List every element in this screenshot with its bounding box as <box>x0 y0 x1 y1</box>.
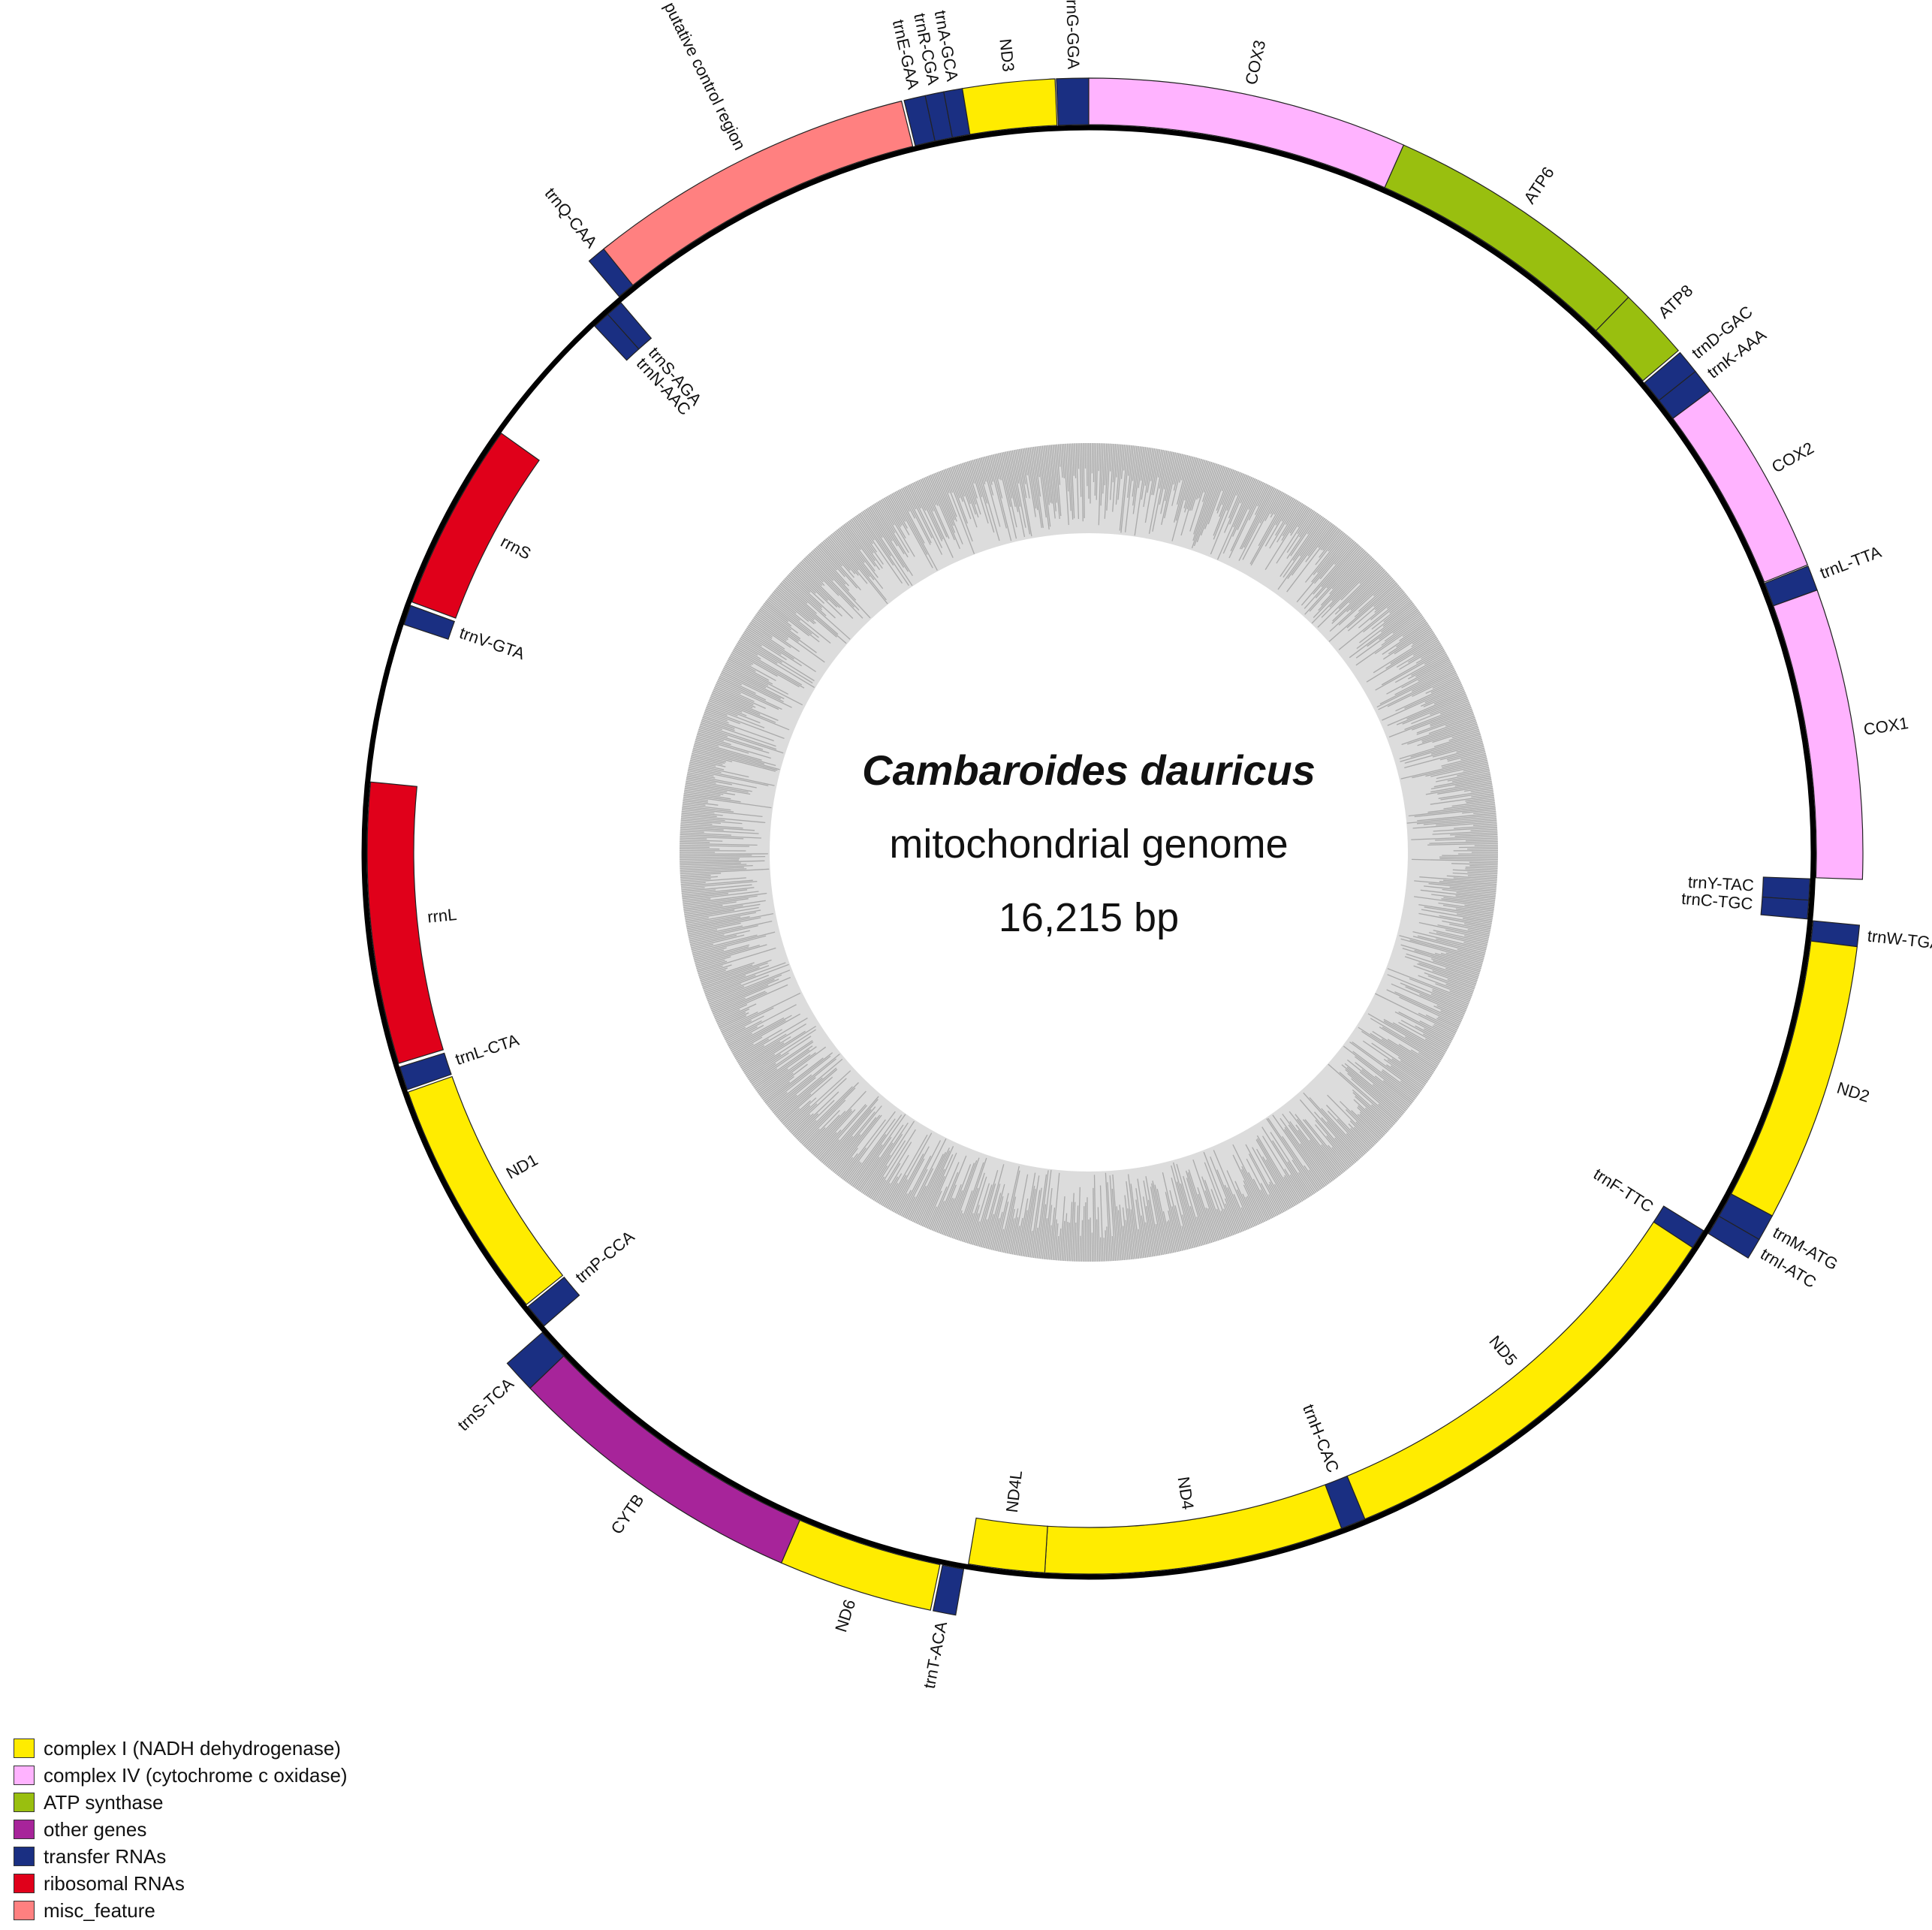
feature-nd3 <box>961 78 1058 135</box>
legend-item: ATP synthase <box>14 1789 348 1816</box>
legend-swatch <box>14 1847 35 1866</box>
feature-rrnl <box>366 781 445 1064</box>
genome-length: 16,215 bp <box>999 895 1179 940</box>
genome-backbone-circle <box>361 125 1816 1580</box>
species-name: Cambaroides dauricus <box>862 746 1316 794</box>
gc-content-ring <box>679 442 1499 1262</box>
feature-cytb <box>529 1355 800 1564</box>
feature-trns-aga <box>607 302 653 350</box>
legend-item: complex IV (cytochrome c oxidase) <box>14 1762 348 1789</box>
gene-label: COX2 <box>1768 439 1817 477</box>
legend-label: misc_feature <box>44 1898 155 1922</box>
feature-trns-tca <box>506 1331 565 1389</box>
legend-label: transfer RNAs <box>44 1844 167 1868</box>
gene-label: ATP8 <box>1654 281 1696 322</box>
feature-rrns <box>411 433 540 619</box>
feature-nd4l <box>968 1517 1048 1573</box>
feature-trnv-gta <box>403 605 455 640</box>
gene-label: COX1 <box>1862 713 1909 739</box>
gene-label: ATP6 <box>1520 164 1558 207</box>
gene-label: trnL-TTA <box>1817 542 1884 583</box>
gene-label: trnW-TGA <box>1867 926 1932 953</box>
feature-nd5 <box>1346 1221 1693 1520</box>
feature-trnc-tgc <box>1760 896 1810 920</box>
gene-label: ND6 <box>831 1597 859 1635</box>
legend-swatch <box>14 1793 35 1812</box>
legend-item: ribosomal RNAs <box>14 1870 348 1897</box>
legend-item: other genes <box>14 1816 348 1843</box>
gene-label: putative control region <box>660 0 749 153</box>
legend: complex I (NADH dehydrogenase) complex IV… <box>14 1735 348 1924</box>
gene-label: ND4L <box>1002 1470 1026 1514</box>
legend-item: complex I (NADH dehydrogenase) <box>14 1735 348 1762</box>
gene-label: ND4 <box>1174 1476 1198 1511</box>
center-title: Cambaroides dauricus mitochondrial genom… <box>862 746 1316 940</box>
feature-cox2 <box>1672 390 1809 583</box>
gene-label: ND3 <box>996 38 1017 72</box>
feature-putative-control-region <box>603 100 914 286</box>
gene-label: trnL-CTA <box>453 1030 521 1069</box>
gene-label: trnF-TTC <box>1590 1165 1657 1217</box>
gene-label: trnQ-CAA <box>541 184 601 252</box>
feature-atp6 <box>1384 144 1629 332</box>
gene-label: rrnL <box>426 905 457 927</box>
feature-trnt-aca <box>932 1564 965 1616</box>
gene-label: rrnS <box>498 532 534 563</box>
legend-item: misc_feature <box>14 1897 348 1924</box>
feature-atp8 <box>1595 297 1679 381</box>
legend-label: complex IV (cytochrome c oxidase) <box>44 1763 348 1787</box>
feature-cox1 <box>1772 589 1864 880</box>
gene-label: trnT-ACA <box>920 1620 951 1690</box>
gene-label: trnP-CCA <box>571 1227 637 1287</box>
feature-trni-atc <box>1707 1215 1760 1259</box>
legend-swatch <box>14 1766 35 1785</box>
feature-nd6 <box>780 1519 941 1611</box>
gc-ring-ticks <box>679 442 1499 1262</box>
legend-label: other genes <box>44 1817 147 1841</box>
feature-trny-tac <box>1762 876 1810 901</box>
gene-label: ND1 <box>503 1150 541 1183</box>
feature-trnp-cca <box>527 1276 580 1327</box>
feature-trng-gga <box>1056 77 1090 126</box>
gene-label: CYTB <box>607 1491 647 1537</box>
genome-type-label: mitochondrial genome <box>889 822 1288 867</box>
legend-swatch <box>14 1820 35 1839</box>
feature-trnl-cta <box>399 1052 452 1090</box>
feature-nd1 <box>407 1075 564 1306</box>
gene-label: trnG-GGA <box>1062 0 1083 70</box>
gene-label: ND2 <box>1834 1078 1871 1106</box>
feature-nd2 <box>1730 940 1858 1217</box>
feature-cox3 <box>1088 77 1405 188</box>
legend-swatch <box>14 1739 35 1758</box>
legend-label: ATP synthase <box>44 1790 164 1814</box>
gene-label: trnS-TCA <box>454 1374 517 1435</box>
gene-label: trnY-TAC <box>1687 873 1754 895</box>
legend-item: transfer RNAs <box>14 1843 348 1870</box>
gene-label: trnV-GTA <box>457 623 528 663</box>
gene-label: trnH-CAC <box>1299 1401 1343 1475</box>
gene-features <box>366 77 1864 1616</box>
gene-label: ND5 <box>1485 1331 1521 1369</box>
legend-swatch <box>14 1874 35 1893</box>
legend-label: complex I (NADH dehydrogenase) <box>44 1736 341 1760</box>
legend-label: ribosomal RNAs <box>44 1871 185 1895</box>
gene-label: COX3 <box>1241 38 1269 86</box>
legend-swatch <box>14 1901 35 1920</box>
